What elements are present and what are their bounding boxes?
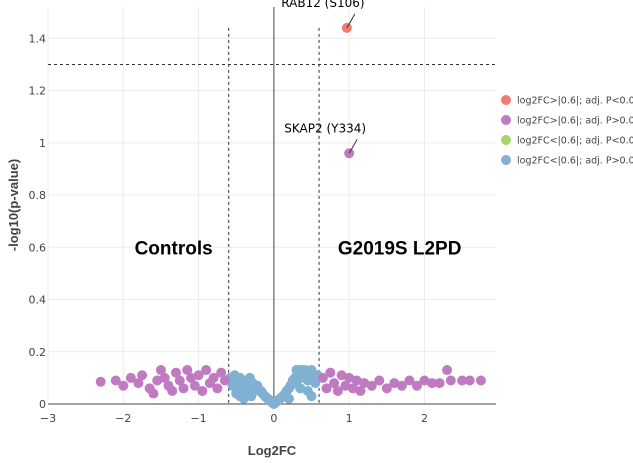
- data-point: [427, 378, 437, 389]
- data-point: [317, 372, 328, 383]
- y-tick-label: 0.4: [29, 294, 47, 307]
- annotation-label: RAB12 (S106): [281, 0, 364, 10]
- legend-marker: [501, 155, 511, 165]
- x-tick-label: 1: [346, 412, 353, 425]
- data-point: [208, 372, 219, 383]
- data-point: [404, 375, 415, 386]
- x-axis-title: Log2FC: [248, 443, 297, 458]
- data-point: [212, 383, 223, 394]
- data-point: [182, 365, 193, 376]
- y-tick-label: 1.2: [29, 85, 47, 98]
- data-point: [137, 370, 148, 381]
- data-point: [445, 375, 456, 386]
- data-point: [148, 388, 159, 399]
- data-point: [475, 375, 486, 386]
- axes: −3 −2 −1 0 1 2 0 0.2 0.4 0.6 0.8 1 1.2 1.4: [29, 7, 496, 425]
- data-points: [95, 22, 486, 409]
- data-point: [118, 380, 129, 391]
- legend-label: log2FC<|0.6|; adj. P>0.05: [517, 156, 633, 167]
- data-point: [283, 393, 294, 404]
- data-point: [246, 391, 257, 402]
- data-point: [178, 383, 189, 394]
- annotation-label: SKAP2 (Y334): [284, 121, 366, 135]
- y-tick-label: 0.2: [29, 346, 47, 359]
- x-tick-label: −1: [190, 412, 206, 425]
- y-tick-label: 0: [39, 398, 46, 411]
- x-tick-label: −3: [40, 412, 56, 425]
- data-point: [321, 383, 332, 394]
- legend-marker: [501, 95, 511, 105]
- data-point: [347, 383, 358, 394]
- data-point: [193, 370, 204, 381]
- data-point: [306, 391, 317, 402]
- data-point: [411, 380, 422, 391]
- data-point: [167, 385, 178, 396]
- y-tick-label: 0.8: [29, 189, 47, 202]
- data-point: [359, 378, 370, 389]
- data-point: [152, 375, 163, 386]
- data-point: [189, 380, 200, 391]
- data-point: [374, 375, 385, 386]
- legend-marker: [501, 115, 511, 125]
- y-tick-label: 1: [39, 137, 46, 150]
- group-label: Controls: [135, 238, 213, 259]
- annotation-arrow: [346, 13, 356, 29]
- data-point: [238, 393, 249, 404]
- threshold-lines: [48, 27, 496, 404]
- data-point: [219, 375, 230, 386]
- grid: [47, 7, 496, 404]
- group-label: G2019S L2PD: [338, 238, 462, 259]
- data-point: [155, 365, 166, 376]
- data-point: [110, 375, 121, 386]
- data-point: [174, 375, 185, 386]
- data-point: [351, 375, 362, 386]
- data-point: [201, 365, 212, 376]
- x-tick-label: 0: [270, 412, 277, 425]
- data-point: [396, 380, 407, 391]
- data-point: [457, 375, 468, 386]
- data-point: [133, 378, 144, 389]
- data-point: [336, 370, 347, 381]
- data-point: [389, 378, 400, 389]
- legend-label: log2FC>|0.6|; adj. P>0.05: [517, 116, 633, 127]
- data-point: [159, 372, 170, 383]
- data-point: [344, 372, 355, 383]
- x-tick-label: 2: [421, 412, 428, 425]
- x-tick-label: −2: [115, 412, 131, 425]
- annotation-arrow: [348, 139, 358, 154]
- data-point: [434, 378, 445, 389]
- legend: log2FC>|0.6|; adj. P<0.05 log2FC>|0.6|; a…: [501, 95, 633, 167]
- data-point: [95, 376, 106, 387]
- data-point: [332, 385, 343, 396]
- legend-label: log2FC>|0.6|; adj. P<0.05: [517, 96, 633, 107]
- y-axis-title: -log10(p-value): [6, 159, 21, 251]
- data-point: [310, 378, 321, 389]
- data-point: [125, 372, 136, 383]
- legend-label: log2FC<|0.6|; adj. P<0.05: [517, 136, 633, 147]
- legend-marker: [501, 135, 511, 145]
- data-point: [464, 375, 475, 386]
- data-point: [197, 385, 208, 396]
- data-point: [171, 367, 181, 378]
- y-tick-label: 0.6: [29, 241, 47, 254]
- y-tick-label: 1.4: [29, 32, 47, 45]
- data-point: [329, 378, 340, 389]
- data-point: [355, 385, 366, 396]
- data-point: [186, 372, 197, 383]
- data-point: [419, 375, 430, 386]
- annotations: Controls G2019S L2PD RAB12 (S106) SKAP2 (Y3…: [135, 0, 462, 259]
- data-point: [366, 380, 377, 391]
- data-point: [442, 365, 453, 376]
- data-point: [381, 383, 392, 394]
- data-point: [216, 367, 227, 378]
- data-point: [295, 383, 306, 394]
- data-point: [340, 380, 351, 391]
- data-point: [325, 367, 336, 378]
